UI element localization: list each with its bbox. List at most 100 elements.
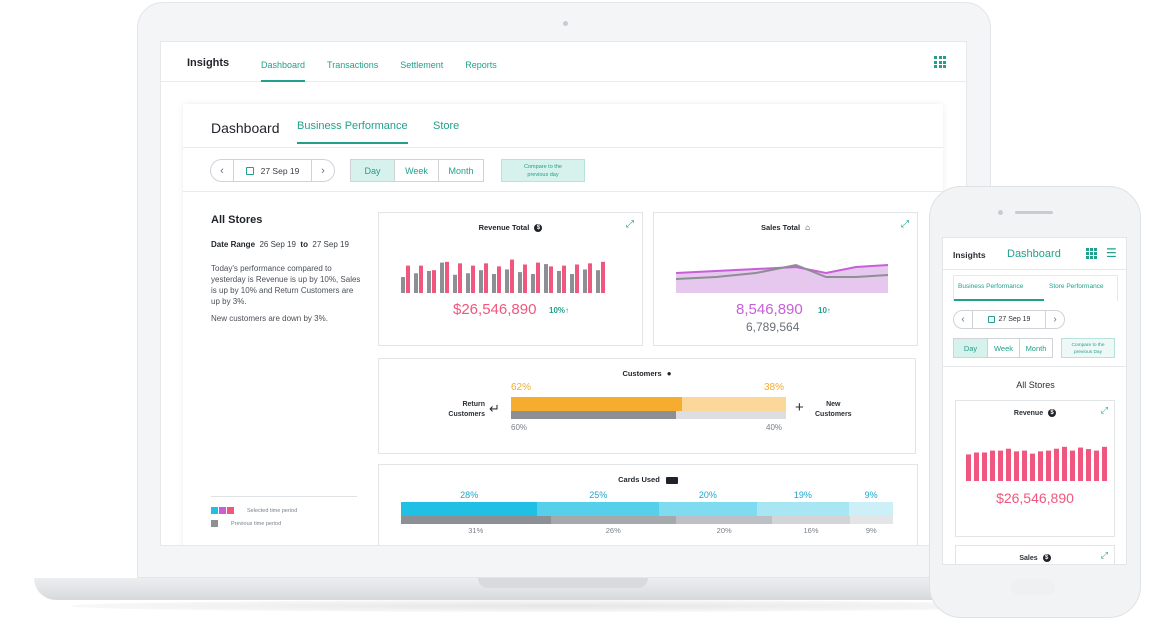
phone-period-selector: Day Week Month [953, 338, 1053, 358]
phone-revenue-bar [1038, 451, 1043, 481]
sales-line-previous [676, 263, 888, 280]
cards-previous-segment [401, 516, 551, 524]
new-label-line-2: Customers [815, 411, 852, 418]
phone-expand-icon[interactable]: ⤢ [1100, 405, 1108, 415]
user-icon: ● [666, 369, 672, 378]
period-week-button[interactable]: Week [395, 160, 439, 181]
tab-store[interactable]: Store [433, 120, 460, 132]
date-range: Date Range 26 Sep 19 to 27 Sep 19 [211, 240, 361, 249]
current-return-segment [511, 397, 682, 411]
phone-sales-title-text: Sales [1019, 554, 1038, 562]
expand-icon[interactable]: ⤢ [901, 219, 909, 230]
phone-next-date-button[interactable]: › [1053, 314, 1057, 325]
phone-period-month-button[interactable]: Month [1025, 343, 1047, 353]
cards-current-label: 28% [460, 490, 479, 500]
phone-menu-icon[interactable]: ☰ [1106, 246, 1117, 260]
legend-selected: Selected time period [211, 507, 357, 514]
phone-period-week-button[interactable]: Week [988, 339, 1020, 357]
nav-reports[interactable]: Reports [465, 60, 497, 70]
phone-revenue-bar [1078, 447, 1083, 481]
phone-revenue-title: Revenue $ [956, 409, 1114, 417]
dollar-icon: $ [534, 224, 543, 233]
sales-area-chart [676, 263, 888, 293]
phone-revenue-card: Revenue $ ⤢ $26,546,890 [955, 400, 1115, 537]
credit-card-icon [665, 476, 678, 484]
plus-icon: + [795, 399, 804, 416]
phone-revenue-bar [966, 454, 971, 481]
cards-previous-labels: 31% 26% 20% 16% 9% [401, 526, 893, 538]
current-new-pct: 38% [764, 382, 785, 393]
prev-date-button[interactable]: ‹ [220, 164, 224, 177]
phone-date-field[interactable]: 27 Sep 19 [972, 311, 1046, 328]
new-label-line-1: New [826, 401, 841, 408]
cards-previous-label: 9% [865, 526, 877, 535]
phone-revenue-bar [1094, 450, 1099, 481]
phone-speaker [1015, 211, 1053, 214]
revenue-bar-current [471, 265, 475, 293]
phone-period-day-button[interactable]: Day [954, 339, 988, 357]
phone-sales-card: Sales $ ⤢ [955, 545, 1115, 564]
laptop-notch [478, 578, 648, 588]
cards-previous-segment [772, 516, 850, 524]
compare-previous-button[interactable]: Compare to the previous day [501, 159, 585, 182]
expand-icon[interactable]: ⤢ [626, 219, 634, 230]
phone-apps-grid-icon[interactable] [1086, 248, 1097, 259]
phone-date-value: 27 Sep 19 [998, 316, 1031, 323]
phone-revenue-bar [1102, 446, 1107, 481]
revenue-bar-current [497, 266, 501, 293]
phone-revenue-bar [1022, 450, 1027, 481]
return-customers-label: Return Customers [435, 400, 485, 420]
cards-previous-segment [675, 516, 773, 524]
laptop-screen: Insights Dashboard Transactions Settleme… [160, 41, 967, 546]
cards-previous-label: 16% [803, 526, 819, 535]
phone-sales-dollar-icon: $ [1042, 554, 1051, 562]
period-month-button[interactable]: Month [448, 165, 474, 176]
legend-previous-swatch [211, 520, 219, 527]
revenue-bar-current [432, 270, 436, 293]
period-day-button[interactable]: Day [351, 160, 395, 181]
date-field[interactable]: 27 Sep 19 [233, 160, 312, 181]
summary-paragraph-new-customers: New customers are down by 3%. [211, 314, 328, 323]
revenue-bar-current [419, 265, 423, 293]
phone-app-title: Insights [953, 250, 986, 260]
sales-growth: 10↑ [818, 306, 831, 315]
revenue-bar-previous [466, 273, 470, 293]
tab-business-performance[interactable]: Business Performance [297, 120, 408, 144]
cards-current-label: 9% [864, 490, 878, 500]
phone-prev-date-button[interactable]: ‹ [961, 314, 965, 325]
revenue-bar-previous [570, 274, 574, 293]
phone-compare-line-2: previous Day [1074, 350, 1102, 355]
customers-title-text: Customers [622, 369, 662, 378]
phone-revenue-bar [1046, 450, 1051, 481]
phone-screen: Insights Dashboard ☰ Business Performanc… [942, 237, 1127, 565]
phone-sales-expand-icon[interactable]: ⤢ [1100, 550, 1108, 560]
revenue-bar-previous [492, 274, 496, 293]
cards-current-segment [401, 502, 538, 516]
date-range-to-word: to [300, 240, 308, 249]
apps-grid-icon[interactable] [934, 56, 946, 68]
phone-tab-store-performance[interactable]: Store Performance [1049, 283, 1104, 290]
previous-customers-bar [511, 411, 786, 419]
nav-settlement[interactable]: Settlement [400, 60, 444, 70]
filter-controls: ‹ 27 Sep 19 › Day Week Month Compare to … [183, 148, 943, 192]
revenue-growth: 10%↑ [549, 306, 570, 315]
phone-revenue-bar [974, 452, 979, 481]
revenue-bar-current [406, 265, 410, 293]
phone-tab-business-performance[interactable]: Business Performance [954, 276, 1044, 301]
current-customers-bar [511, 397, 786, 411]
revenue-bar-previous [440, 262, 444, 293]
phone-compare-button[interactable]: Compare to the previous Day [1061, 338, 1115, 358]
phone-revenue-title-text: Revenue [1013, 409, 1044, 417]
next-date-button[interactable]: › [321, 164, 325, 177]
cards-current-segment [659, 502, 757, 516]
nav-transactions[interactable]: Transactions [327, 60, 379, 70]
summary-title: All Stores [211, 214, 263, 226]
phone-revenue-bar [1014, 451, 1019, 481]
nav-dashboard[interactable]: Dashboard [261, 42, 306, 82]
dashboard-panel: Dashboard Business Performance Store ‹ 2… [183, 104, 943, 545]
revenue-bar-previous [557, 270, 561, 293]
revenue-card-title: Revenue Total $ [379, 223, 642, 233]
sales-value: 8,546,890 [736, 301, 803, 318]
date-picker: ‹ 27 Sep 19 › [210, 159, 335, 182]
sales-area-current [676, 265, 888, 293]
